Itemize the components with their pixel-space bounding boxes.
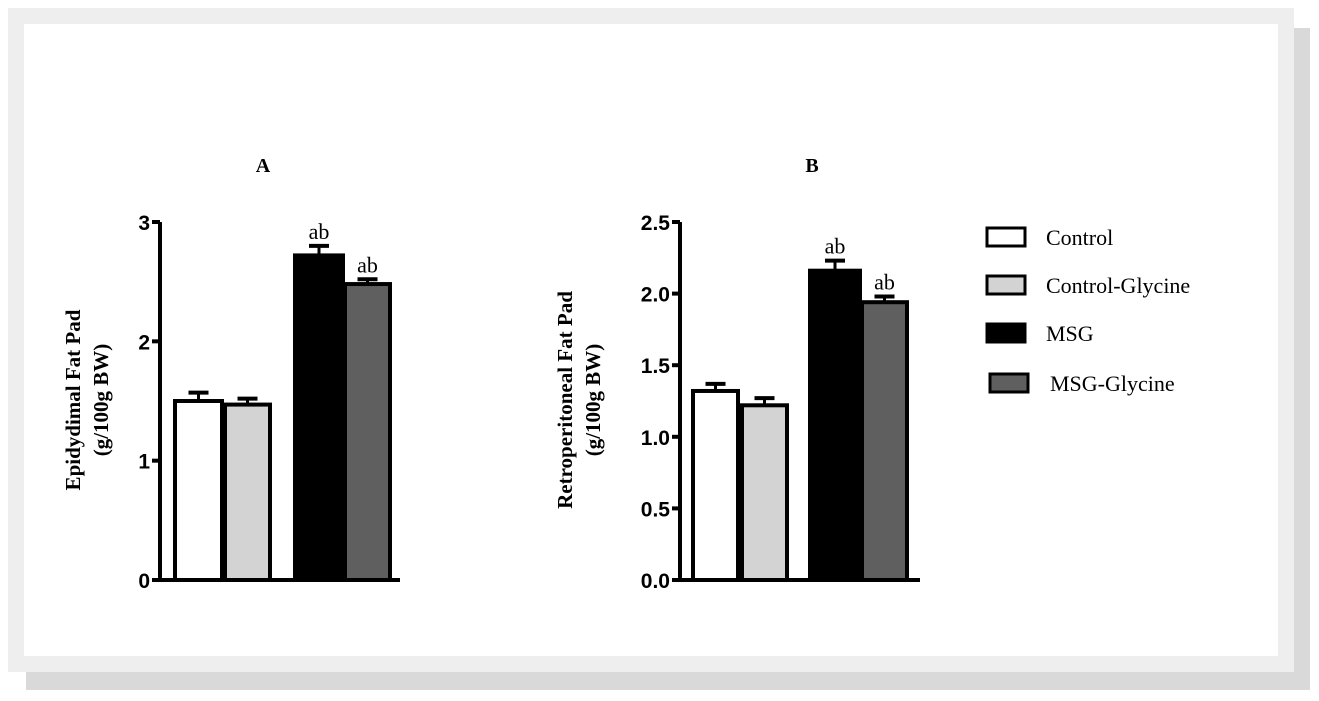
y-tick-label: 2.0 [641,284,670,307]
bar-msg-glycine [343,282,392,582]
bar-control-glycine [223,402,272,582]
chart-b-ylabel: Retroperitoneal Fat Pad [553,291,577,509]
legend-label: MSG-Glycine [1050,371,1175,396]
y-tick-label: 3 [138,212,150,235]
legend-swatch [985,322,1027,344]
legend-item-control: Control [985,225,1113,250]
significance-label: ab [825,234,846,259]
chart-b-ylabel-unit: (g/100g BW) [581,344,605,457]
y-tick-label: 1.5 [641,355,671,378]
significance-label: ab [357,252,378,277]
bar-msg [808,268,862,582]
y-tick-label: 0.0 [641,570,670,593]
chart-b-title: B [805,155,818,177]
chart-a-ylabel-unit: (g/100g BW) [89,344,113,457]
legend: Control Control-Glycine MSG MSG-Glycine [985,225,1190,396]
bar-msg [293,253,345,582]
chart-a-title: A [256,155,271,177]
legend-label: Control [1046,225,1113,250]
legend-label: MSG [1046,321,1094,346]
legend-item-control-glycine: Control-Glycine [985,273,1190,298]
y-tick-label: 1 [138,451,150,474]
legend-swatch [985,274,1027,296]
bar-control [173,399,224,582]
chart-b: B Retroperitoneal Fat Pad (g/100g BW) ab… [553,155,920,593]
bar-msg-glycine [860,300,909,582]
y-tick-label: 2.5 [641,212,671,235]
y-tick-label: 2 [138,331,150,354]
bar-control [691,388,740,583]
legend-label: Control-Glycine [1046,273,1190,298]
chart-a: A Epidydimal Fat Pad (g/100g BW) ab ab 0 1 2… [61,155,400,593]
y-tick-label: 1.0 [641,427,670,450]
legend-swatch [985,226,1027,248]
significance-label: ab [309,219,330,244]
chart-a-ylabel: Epidydimal Fat Pad [61,309,85,490]
bar-control-glycine [740,403,789,582]
y-tick-label: 0.5 [641,498,671,521]
y-tick-label: 0 [138,570,150,593]
significance-label: ab [874,269,895,294]
legend-item-msg: MSG [985,321,1094,346]
legend-item-msg-glycine: MSG-Glycine [988,371,1175,396]
legend-swatch [988,372,1030,394]
